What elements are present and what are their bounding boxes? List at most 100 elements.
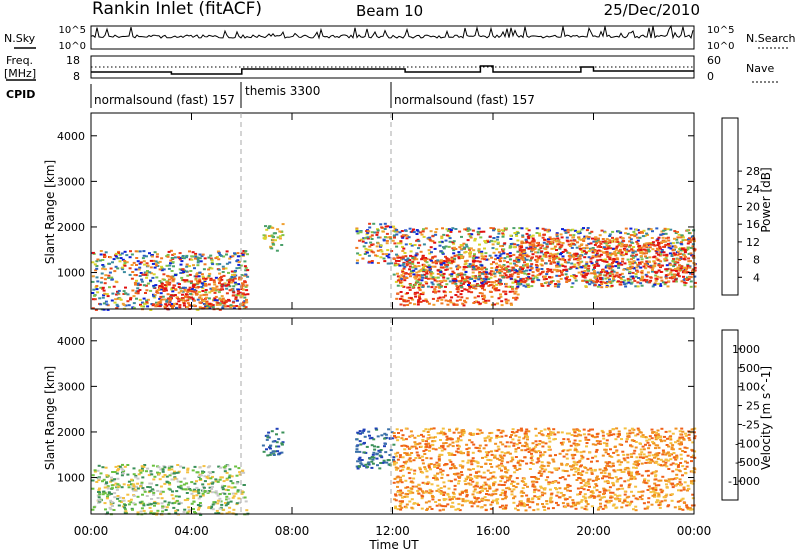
heatmap-cell <box>525 241 529 244</box>
heatmap-cell <box>483 296 487 299</box>
heatmap-cell <box>428 444 432 447</box>
heatmap-cell <box>664 276 668 278</box>
heatmap-cell <box>635 266 639 269</box>
heatmap-cell <box>172 506 176 509</box>
heatmap-cell <box>535 478 539 481</box>
heatmap-cell <box>633 255 637 258</box>
heatmap-cell <box>628 244 632 247</box>
heatmap-cell <box>483 280 487 283</box>
heatmap-cell <box>483 258 487 261</box>
heatmap-cell <box>426 507 429 510</box>
heatmap-cell <box>162 273 166 276</box>
heatmap-cell <box>659 479 663 482</box>
heatmap-cell <box>547 428 551 431</box>
heatmap-cell <box>528 242 532 244</box>
heatmap-cell <box>508 488 512 491</box>
heatmap-cell <box>166 293 170 296</box>
heatmap-cell <box>189 292 193 295</box>
heatmap-cell <box>166 255 170 258</box>
heatmap-cell <box>472 287 476 289</box>
heatmap-cell <box>434 231 438 234</box>
heatmap-cell <box>158 285 162 287</box>
heatmap-cell <box>232 285 236 288</box>
heatmap-cell <box>362 429 366 432</box>
heatmap-cell <box>178 304 182 306</box>
noise-trace <box>90 24 694 40</box>
heatmap-cell <box>198 271 202 274</box>
heatmap-cell <box>215 509 219 512</box>
heatmap-cell <box>457 480 461 482</box>
heatmap-cell <box>198 301 202 304</box>
heatmap-cell <box>207 483 211 486</box>
heatmap-cell <box>454 508 458 511</box>
heatmap-cell <box>520 246 524 249</box>
heatmap-cell <box>112 479 116 482</box>
heatmap-cell <box>467 265 471 268</box>
heatmap-cell <box>463 299 466 302</box>
heatmap-cell <box>483 481 487 484</box>
heatmap-cell <box>617 459 621 462</box>
heatmap-cell <box>167 283 171 286</box>
heatmap-cell <box>373 445 376 448</box>
heatmap-cell <box>522 264 526 267</box>
heatmap-cell <box>230 288 234 291</box>
heatmap-cell <box>508 290 512 293</box>
heatmap-cell <box>548 440 552 443</box>
heatmap-cell <box>139 471 143 474</box>
heatmap-cell <box>524 240 528 242</box>
heatmap-cell <box>494 269 498 272</box>
heatmap-cell <box>518 245 522 248</box>
heatmap-cell <box>504 274 508 277</box>
heatmap-cell <box>649 242 653 244</box>
heatmap-cell <box>564 249 568 252</box>
heatmap-cell <box>490 273 493 276</box>
heatmap-cell <box>517 256 521 259</box>
heatmap-cell <box>100 276 104 279</box>
heatmap-cell <box>603 231 607 234</box>
heatmap-cell <box>370 250 374 253</box>
heatmap-cell <box>600 429 604 432</box>
heatmap-cell <box>150 255 154 258</box>
heatmap-cell <box>676 261 680 264</box>
heatmap-cell <box>413 293 417 296</box>
heatmap-cell <box>190 502 194 505</box>
heatmap-cell <box>543 238 547 241</box>
heatmap-cell <box>664 453 668 456</box>
heatmap-cell <box>401 255 405 258</box>
heatmap-cell <box>602 251 605 254</box>
heatmap-cell <box>520 227 524 230</box>
heatmap-cell <box>411 257 415 259</box>
heatmap-cell <box>575 443 579 445</box>
heatmap-cell <box>221 297 225 300</box>
heatmap-cell <box>189 282 193 285</box>
heatmap-cell <box>167 278 171 281</box>
heatmap-cell <box>126 300 130 303</box>
heatmap-cell <box>601 240 605 243</box>
heatmap-cell <box>502 252 506 255</box>
heatmap-cell <box>671 245 675 248</box>
heatmap-cell <box>666 459 670 462</box>
heatmap-cell <box>522 280 526 283</box>
heatmap-cell <box>627 281 631 284</box>
heatmap-cell <box>215 256 219 258</box>
heatmap-cell <box>238 471 242 474</box>
heatmap-cell <box>640 275 644 278</box>
heatmap-cell <box>504 490 507 493</box>
heatmap-cell <box>686 489 689 492</box>
heatmap-cell <box>155 513 159 516</box>
heatmap-cell <box>609 448 612 451</box>
heatmap-cell <box>497 282 501 285</box>
heatmap-cell <box>424 299 428 302</box>
heatmap-cell <box>453 257 457 260</box>
heatmap-cell <box>560 273 564 276</box>
heatmap-cell <box>617 276 621 278</box>
heatmap-cell <box>480 250 484 253</box>
heatmap-cell <box>674 484 678 487</box>
heatmap-cell <box>472 302 476 304</box>
heatmap-cell <box>127 503 131 506</box>
heatmap-cell <box>648 246 652 249</box>
heatmap-cell <box>270 247 274 250</box>
heatmap-cell <box>679 267 683 270</box>
heatmap-cell <box>398 456 402 459</box>
heatmap-cell <box>522 270 526 273</box>
